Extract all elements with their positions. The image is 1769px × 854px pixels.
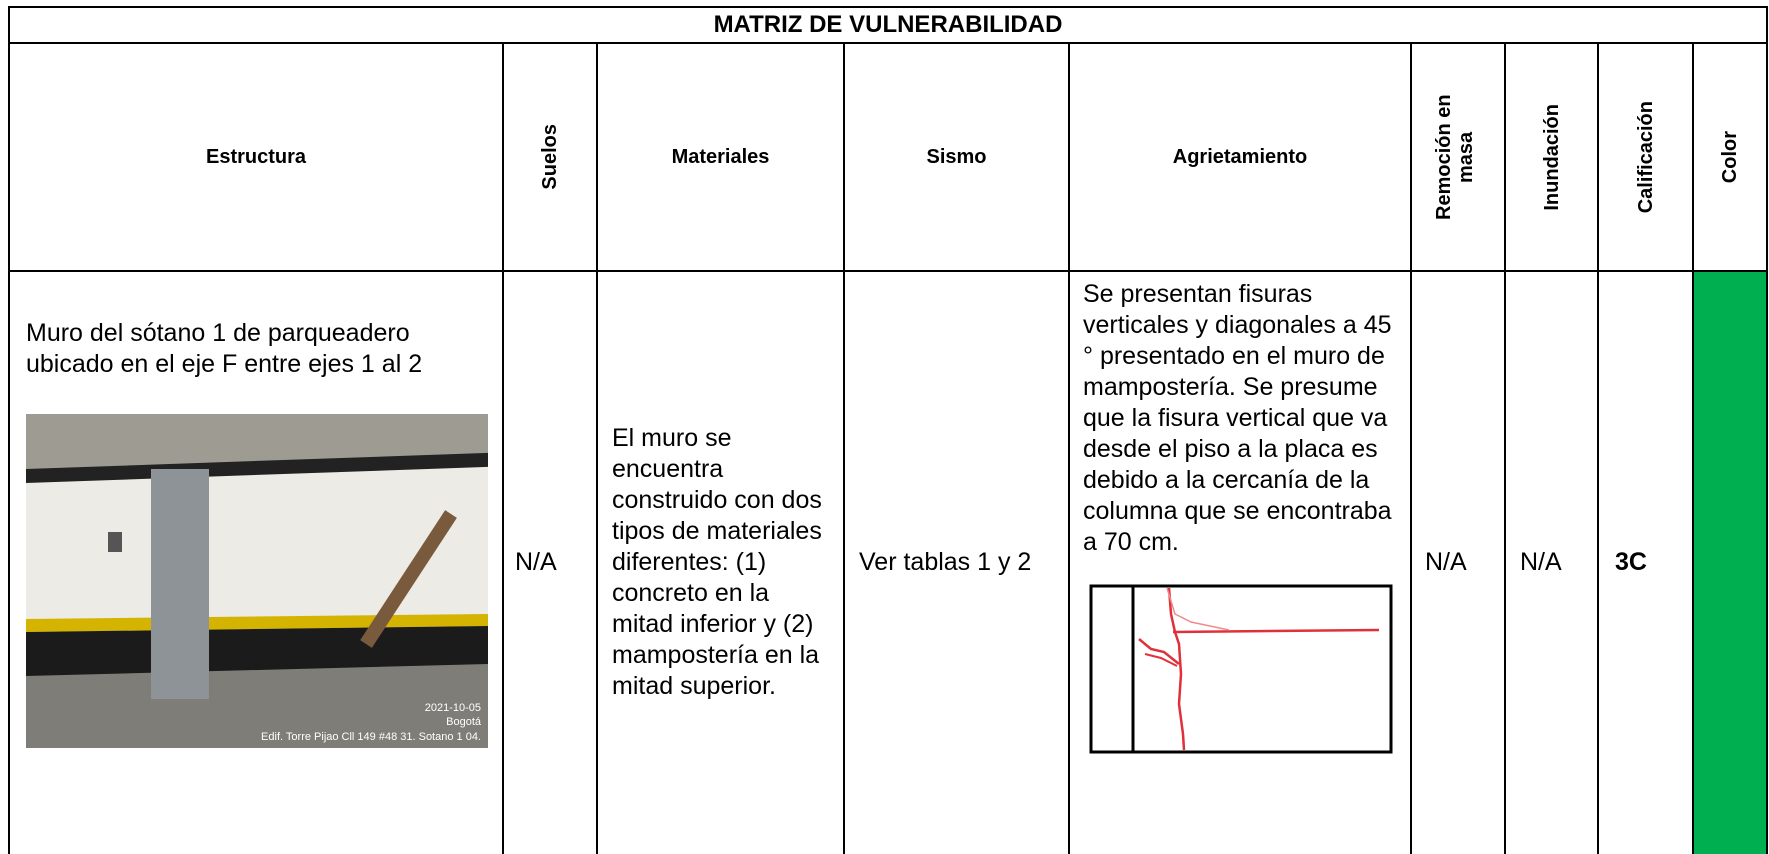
header: Materiales — [597, 43, 844, 271]
header-text: Inundación — [1540, 103, 1563, 211]
photo: 2021-10-05 Bogotá Edif. Torre Pijao Cll … — [26, 414, 488, 748]
header-text: Agrietamiento — [1172, 145, 1308, 168]
rule — [596, 42, 598, 854]
rule — [843, 42, 845, 854]
photo-caption: Bogotá — [446, 716, 482, 728]
calificacion-text: 3C — [1615, 548, 1647, 576]
rule — [8, 42, 1768, 44]
sismo-text: Ver tablas 1 y 2 — [859, 548, 1032, 576]
header: Estructura — [9, 43, 503, 271]
header: Inundación — [1505, 43, 1598, 271]
cell-agrietamiento: Se presentan fisuras verticales y diagon… — [1069, 271, 1411, 854]
rule — [8, 270, 1768, 272]
inundacion-text: N/A — [1520, 548, 1562, 576]
rule — [1692, 42, 1694, 854]
header: Agrietamiento — [1069, 43, 1411, 271]
materiales-text: El muro se encuentra construido con dos … — [612, 424, 822, 700]
header-text: Sismo — [926, 145, 987, 168]
suelos-text: N/A — [515, 548, 557, 576]
header-text: Materiales — [671, 145, 770, 168]
header-text: Remoción en masa — [1433, 94, 1477, 220]
header-text: Suelos — [539, 124, 561, 190]
cell-materiales: El muro se encuentra construido con dos … — [597, 271, 844, 854]
cell-inundacion: N/A — [1505, 271, 1598, 854]
rule — [1766, 6, 1768, 854]
photo-caption: 2021-10-05 — [425, 702, 481, 714]
cell-calificacion: 3C — [1598, 271, 1693, 854]
rule — [502, 42, 504, 854]
cell-sismo: Ver tablas 1 y 2 — [844, 271, 1069, 854]
header: Calificación — [1598, 43, 1693, 271]
rule — [8, 6, 1768, 8]
crack-sketch — [1089, 584, 1393, 754]
cell-color — [1693, 271, 1767, 854]
rule — [1597, 42, 1599, 854]
estructura-text: Muro del sótano 1 de parqueadero ubicado… — [26, 319, 423, 378]
header-text: Estructura — [205, 145, 307, 168]
rule — [8, 6, 10, 854]
header-text: Calificación — [1634, 100, 1657, 214]
header: Remoción en masa — [1411, 43, 1505, 271]
title: MATRIZ DE VULNERABILIDAD — [713, 11, 1063, 38]
cell-suelos: N/A — [503, 271, 597, 854]
cell-remocion: N/A — [1411, 271, 1505, 854]
header: Color — [1693, 43, 1767, 271]
rule — [1410, 42, 1412, 854]
rule — [1068, 42, 1070, 854]
remocion-text: N/A — [1425, 548, 1467, 576]
cell-estructura: Muro del sótano 1 de parqueadero ubicado… — [9, 271, 503, 854]
header-text: Color — [1719, 130, 1741, 184]
photo-caption: Edif. Torre Pijao Cll 149 #48 31. Sotano… — [261, 731, 481, 743]
rule — [1504, 42, 1506, 854]
header: Suelos — [503, 43, 597, 271]
agrietamiento-text: Se presentan fisuras verticales y diagon… — [1083, 280, 1392, 556]
header: Sismo — [844, 43, 1069, 271]
